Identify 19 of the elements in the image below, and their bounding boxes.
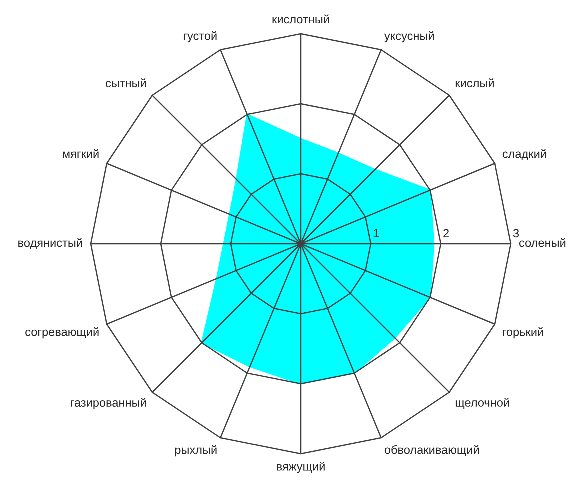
spoke-label: кислый <box>456 78 494 88</box>
spoke-label: горький <box>503 327 544 339</box>
spoke-label: соленый <box>520 238 566 248</box>
spoke-label: газированный <box>71 398 146 410</box>
spoke-label: мягкий <box>63 149 99 158</box>
y-tick-label: 3 <box>513 229 520 238</box>
spoke-label: кислотный <box>272 14 330 24</box>
spoke-label: сладкий <box>502 149 546 160</box>
spoke-label: водянистый <box>18 238 82 250</box>
spoke-label: согревающий <box>26 327 99 339</box>
spoke-label: сытный <box>106 78 146 88</box>
y-tick-label: 2 <box>444 229 449 238</box>
spoke-label: обволакивающий <box>384 445 480 456</box>
spoke-label: щелочной <box>456 398 510 410</box>
spoke-label: вяжущий <box>277 462 325 474</box>
spoke-label: уксусный <box>384 31 434 43</box>
y-tick-label: 1 <box>374 229 379 238</box>
spoke-label: рыхлый <box>175 445 217 457</box>
spoke-label: густой <box>184 31 217 43</box>
